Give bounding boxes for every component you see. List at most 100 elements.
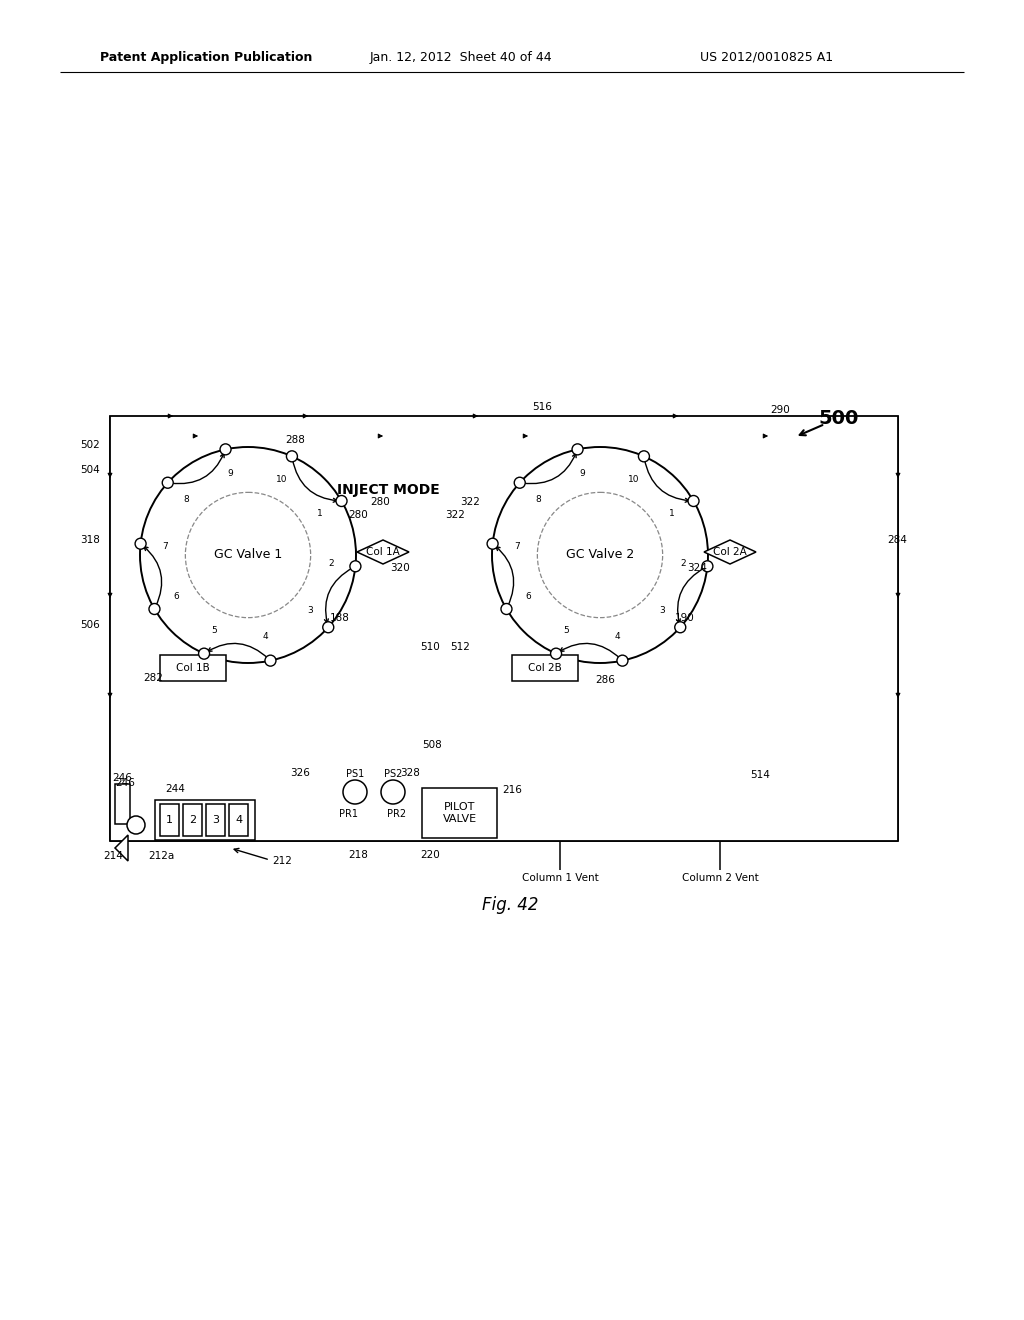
Text: 6: 6: [525, 593, 530, 601]
Text: 5: 5: [211, 627, 217, 635]
Text: 322: 322: [445, 510, 465, 520]
Polygon shape: [357, 540, 409, 564]
Text: 2: 2: [189, 814, 196, 825]
Text: 324: 324: [687, 564, 707, 573]
Text: 6: 6: [173, 593, 179, 601]
Text: 3: 3: [212, 814, 219, 825]
Text: 500: 500: [818, 408, 858, 428]
Text: 514: 514: [750, 770, 770, 780]
Text: 214: 214: [103, 851, 123, 861]
Text: PR2: PR2: [387, 809, 407, 818]
Text: 512: 512: [450, 642, 470, 652]
Text: 7: 7: [514, 541, 520, 550]
Text: PILOT
VALVE: PILOT VALVE: [442, 803, 476, 824]
Text: 4: 4: [234, 814, 242, 825]
Text: 7: 7: [163, 541, 168, 550]
Circle shape: [572, 444, 583, 455]
Text: 218: 218: [348, 850, 368, 861]
Text: 9: 9: [227, 469, 233, 478]
Circle shape: [638, 451, 649, 462]
Text: 246: 246: [115, 777, 135, 788]
Text: 510: 510: [420, 642, 439, 652]
Text: PS2: PS2: [384, 770, 402, 779]
Text: 1: 1: [317, 510, 323, 517]
Text: 8: 8: [183, 495, 189, 504]
Text: 280: 280: [370, 498, 390, 507]
Text: 2: 2: [680, 560, 685, 568]
Polygon shape: [705, 540, 756, 564]
Text: 246: 246: [112, 774, 132, 783]
Circle shape: [350, 561, 360, 572]
Text: 10: 10: [276, 474, 288, 483]
Bar: [115, 784, 130, 824]
Text: 502: 502: [80, 440, 100, 450]
Text: Jan. 12, 2012  Sheet 40 of 44: Jan. 12, 2012 Sheet 40 of 44: [370, 50, 553, 63]
Circle shape: [220, 444, 231, 455]
Circle shape: [675, 622, 686, 632]
Circle shape: [616, 655, 628, 667]
Text: 290: 290: [770, 405, 790, 414]
Circle shape: [343, 780, 367, 804]
Text: INJECT MODE: INJECT MODE: [337, 483, 439, 498]
Text: 212: 212: [272, 855, 292, 866]
Text: 8: 8: [536, 495, 541, 504]
Circle shape: [265, 655, 275, 667]
Text: 1: 1: [166, 814, 173, 825]
Text: 328: 328: [400, 768, 420, 777]
Circle shape: [336, 495, 347, 507]
Text: 516: 516: [532, 403, 552, 412]
Bar: [160, 655, 226, 681]
Text: Col 2B: Col 2B: [528, 663, 562, 673]
Circle shape: [140, 447, 356, 663]
Text: PS1: PS1: [346, 770, 365, 779]
Circle shape: [381, 780, 406, 804]
Circle shape: [501, 603, 512, 615]
Text: Fig. 42: Fig. 42: [481, 896, 539, 913]
Text: GC Valve 2: GC Valve 2: [566, 549, 634, 561]
Text: 288: 288: [285, 436, 305, 445]
Text: 508: 508: [422, 741, 441, 750]
Bar: [155, 800, 255, 840]
Text: 3: 3: [658, 606, 665, 615]
Text: 4: 4: [262, 632, 268, 640]
Circle shape: [514, 478, 525, 488]
Text: 1: 1: [669, 510, 675, 517]
Text: 504: 504: [80, 465, 100, 475]
Circle shape: [688, 495, 699, 507]
Text: 506: 506: [80, 620, 100, 630]
Text: PR1: PR1: [340, 809, 358, 818]
Text: 282: 282: [143, 673, 163, 682]
Text: 244: 244: [165, 784, 185, 795]
Text: 4: 4: [614, 632, 621, 640]
Bar: [512, 655, 578, 681]
Text: 286: 286: [595, 675, 614, 685]
Bar: [206, 804, 225, 836]
Text: GC Valve 1: GC Valve 1: [214, 549, 283, 561]
Circle shape: [135, 539, 146, 549]
Text: 3: 3: [307, 606, 312, 615]
Bar: [422, 788, 497, 838]
Text: 220: 220: [420, 850, 439, 861]
Text: 326: 326: [290, 768, 310, 777]
Circle shape: [127, 816, 145, 834]
Text: 318: 318: [80, 535, 100, 545]
Bar: [229, 804, 248, 836]
Text: US 2012/0010825 A1: US 2012/0010825 A1: [700, 50, 834, 63]
Circle shape: [162, 478, 173, 488]
Polygon shape: [115, 836, 128, 861]
Text: Col 1A: Col 1A: [367, 546, 400, 557]
Text: Patent Application Publication: Patent Application Publication: [100, 50, 312, 63]
Text: 5: 5: [563, 627, 569, 635]
Text: 320: 320: [390, 564, 410, 573]
Text: Col 2A: Col 2A: [713, 546, 746, 557]
Text: 9: 9: [580, 469, 586, 478]
Text: 2: 2: [328, 560, 334, 568]
Text: 280: 280: [348, 510, 368, 520]
Text: 188: 188: [330, 612, 350, 623]
Text: 284: 284: [887, 535, 907, 545]
Text: 216: 216: [502, 785, 522, 795]
Circle shape: [701, 561, 713, 572]
Text: 212a: 212a: [148, 851, 174, 861]
Text: 10: 10: [628, 474, 640, 483]
Circle shape: [551, 648, 561, 659]
